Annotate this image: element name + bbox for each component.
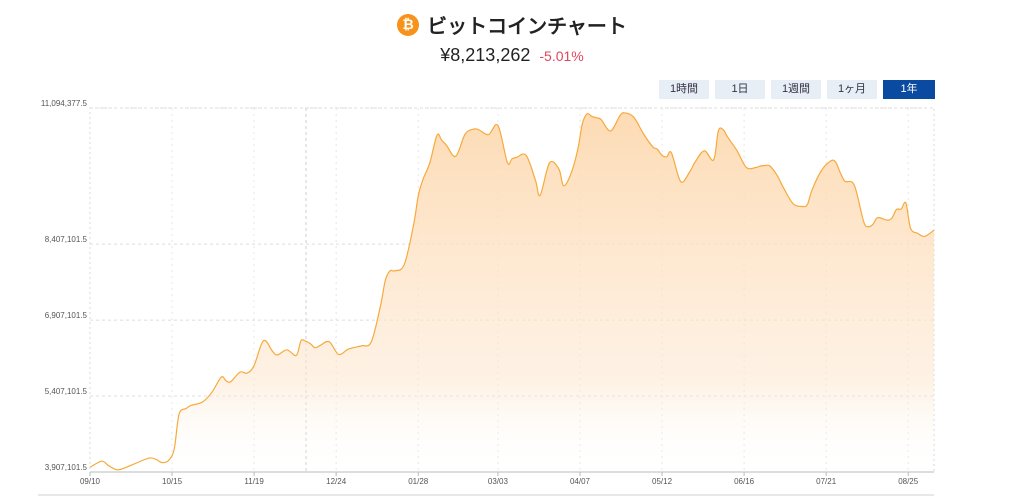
tab-1-year[interactable]: 1年 xyxy=(883,80,935,99)
x-tick-label: 11/19 xyxy=(244,477,264,486)
page-title: ビットコインチャート xyxy=(427,14,627,38)
y-tick-label: 11,094,377.5 xyxy=(41,100,88,108)
tab-1-month[interactable]: 1ヶ月 xyxy=(827,80,877,99)
range-tabs: 1時間 1日 1週間 1ヶ月 1年 xyxy=(659,80,935,99)
price-row: ¥8,213,262 -5.01% xyxy=(0,45,1024,66)
x-tick-label: 07/21 xyxy=(816,477,837,486)
tab-1-hour[interactable]: 1時間 xyxy=(659,80,709,99)
price-area xyxy=(90,112,934,472)
x-tick-label: 09/10 xyxy=(80,477,101,486)
bitcoin-icon: ₿ xyxy=(397,13,420,36)
tab-1-week[interactable]: 1週間 xyxy=(771,80,821,99)
y-tick-label: 6,907,101.5 xyxy=(45,311,88,320)
price-line xyxy=(89,112,935,471)
y-tick-label: 3,907,101.5 xyxy=(45,463,88,472)
x-tick-label: 05/12 xyxy=(652,477,673,486)
y-axis: 3,907,101.5 5,407,101.5 6,907,101.5 8,407,1… xyxy=(41,100,88,472)
title-row: ₿ ビットコインチャート xyxy=(397,10,627,39)
x-tick-label: 10/15 xyxy=(162,477,183,486)
tab-1-day[interactable]: 1日 xyxy=(715,80,765,99)
x-tick-label: 06/16 xyxy=(734,477,755,486)
price-chart: 3,907,101.5 5,407,101.5 6,907,101.5 8,407,1… xyxy=(38,100,935,496)
x-axis: 09/10 10/15 11/19 12/24 01/28 03/03 04/07 05/12… xyxy=(80,472,919,486)
x-tick-label: 03/03 xyxy=(488,477,509,486)
x-tick-label: 08/25 xyxy=(898,477,919,486)
y-tick-label: 5,407,101.5 xyxy=(45,387,88,396)
x-tick-label: 01/28 xyxy=(408,477,429,486)
x-tick-label: 04/07 xyxy=(570,477,591,486)
current-price: ¥8,213,262 xyxy=(440,45,531,65)
y-tick-label: 8,407,101.5 xyxy=(45,235,88,244)
x-tick-label: 12/24 xyxy=(326,477,347,486)
price-change: -5.01% xyxy=(539,48,584,64)
chart-header: ₿ ビットコインチャート ¥8,213,262 -5.01% xyxy=(0,10,1024,66)
